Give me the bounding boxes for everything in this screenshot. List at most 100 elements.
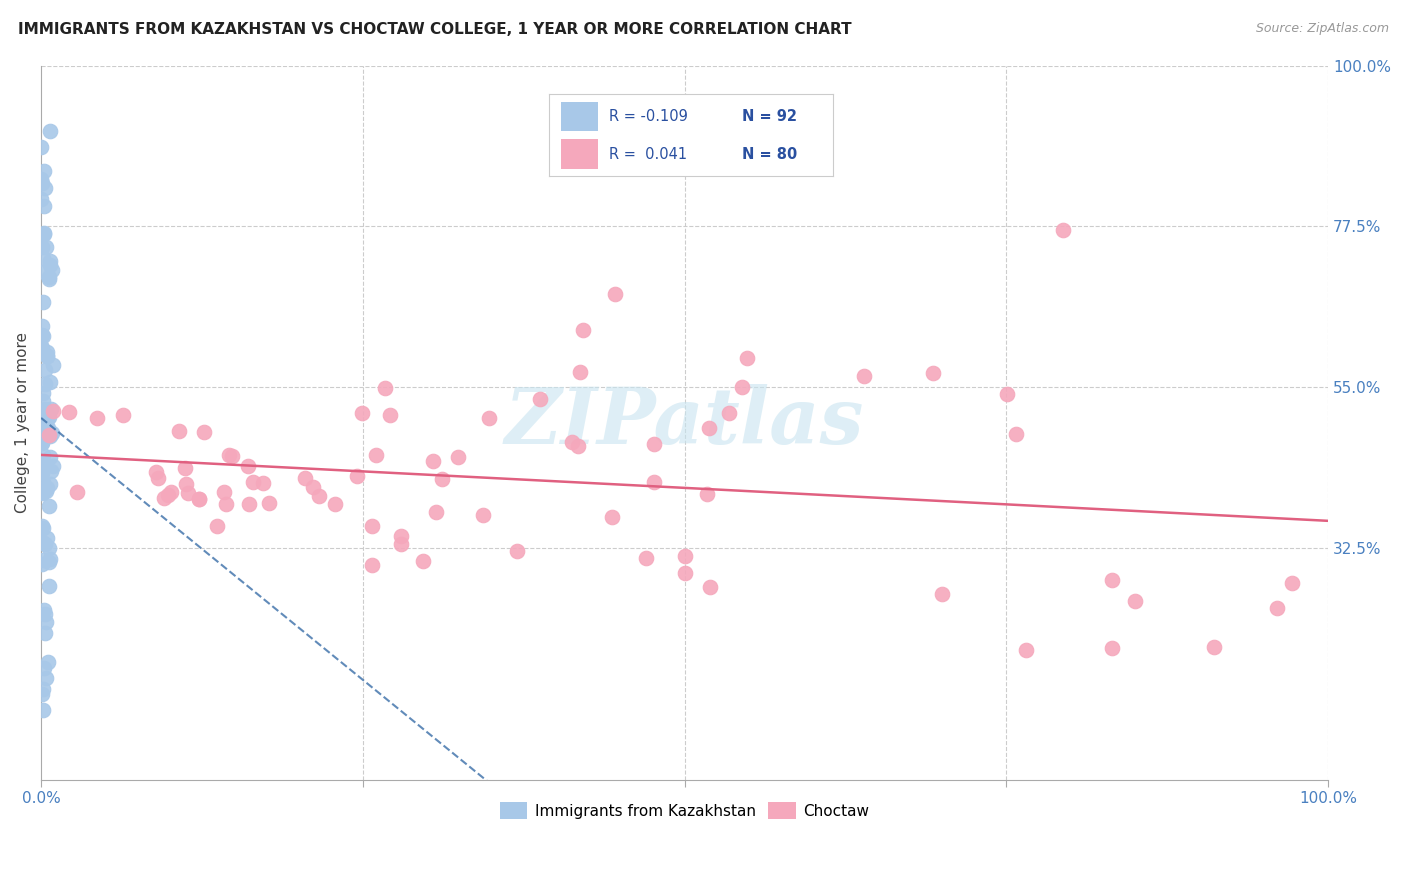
Point (1005, 426, 1028, 441)
Point (35, 615, 58, 629)
Point (412, 554, 434, 568)
Point (425, 504, 447, 518)
Point (242, 475, 264, 489)
Point (145, 466, 167, 480)
Point (146, 471, 169, 485)
Point (34, 484, 56, 499)
Point (205, 519, 228, 533)
Point (31, 436, 53, 450)
Point (31, 318, 53, 333)
Point (643, 475, 665, 490)
Point (39, 429, 62, 443)
Point (188, 492, 211, 507)
Point (380, 408, 402, 422)
Point (31, 393, 53, 408)
Point (32, 427, 55, 442)
Point (506, 544, 529, 558)
Point (1123, 594, 1146, 608)
Point (37, 412, 59, 426)
Point (41, 426, 63, 441)
Point (174, 460, 197, 475)
Point (374, 381, 396, 395)
Point (31, 486, 53, 500)
Point (38, 410, 60, 425)
Point (252, 476, 274, 491)
Point (193, 425, 215, 439)
Point (66, 485, 89, 500)
Point (31, 294, 53, 309)
Point (529, 392, 551, 406)
Point (391, 537, 413, 551)
Point (38, 253, 60, 268)
Point (995, 387, 1018, 401)
Point (308, 490, 330, 504)
Point (32, 198, 55, 212)
Point (38, 271, 60, 285)
Point (718, 406, 741, 420)
Point (361, 518, 384, 533)
Point (257, 496, 280, 510)
Point (38, 541, 60, 555)
Point (37, 349, 59, 363)
Point (35, 481, 58, 495)
Point (35, 349, 58, 363)
Point (31, 328, 53, 343)
Point (238, 497, 260, 511)
Point (37, 421, 59, 435)
Point (32, 702, 55, 716)
Point (699, 580, 721, 594)
Point (31, 557, 53, 571)
Point (34, 537, 56, 551)
Point (37, 655, 59, 669)
Point (31, 534, 53, 549)
Point (572, 323, 595, 337)
Point (32, 328, 55, 343)
Point (852, 369, 875, 384)
Point (643, 437, 665, 451)
Point (38, 499, 60, 513)
Point (34, 401, 56, 416)
Point (37, 531, 59, 545)
Point (31, 456, 53, 470)
Point (32, 661, 55, 675)
Point (32, 227, 55, 241)
Point (31, 177, 53, 191)
Point (34, 164, 56, 178)
Point (422, 454, 444, 468)
Legend: Immigrants from Kazakhstan, Choctaw: Immigrants from Kazakhstan, Choctaw (494, 796, 876, 825)
Point (35, 671, 58, 685)
Point (31, 553, 53, 567)
Point (346, 469, 368, 483)
Point (38, 476, 60, 491)
Point (922, 366, 945, 380)
Point (35, 240, 58, 254)
Point (188, 491, 211, 506)
Point (1101, 640, 1123, 655)
Point (32, 406, 55, 420)
Point (221, 449, 243, 463)
Point (160, 484, 183, 499)
Point (32, 385, 55, 400)
Point (32, 265, 55, 279)
Point (31, 687, 53, 701)
Point (153, 491, 176, 505)
Point (38, 427, 60, 442)
Point (31, 519, 53, 533)
Point (31, 408, 53, 422)
Point (478, 410, 501, 425)
Point (236, 458, 259, 473)
Point (38, 425, 60, 440)
Y-axis label: College, 1 year or more: College, 1 year or more (15, 332, 30, 513)
Point (32, 226, 55, 240)
Point (38, 579, 60, 593)
Point (31, 520, 53, 534)
Point (389, 528, 412, 542)
Point (35, 345, 58, 359)
Point (931, 587, 953, 601)
Point (602, 509, 624, 524)
Point (39, 552, 62, 566)
Point (30, 140, 52, 154)
Point (366, 448, 388, 462)
Point (350, 407, 373, 421)
Point (471, 508, 494, 522)
